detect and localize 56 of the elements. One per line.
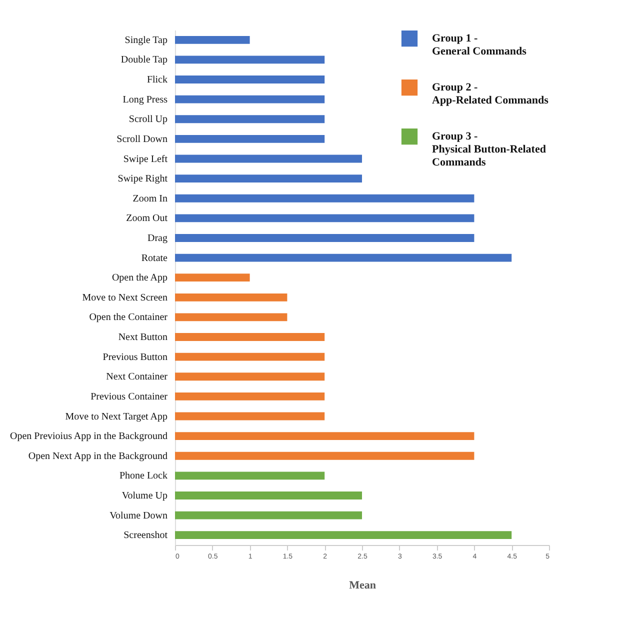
bar [175, 56, 325, 64]
y-tick-label: Open the Container [89, 312, 168, 324]
bar [175, 531, 512, 540]
bar [175, 313, 288, 322]
y-tick-label: Move to Next Screen [82, 292, 168, 304]
bar [175, 194, 474, 202]
y-tick-label: Phone Lock [119, 470, 168, 482]
bar [175, 234, 474, 242]
legend-label: Group 1 - General Commands [432, 32, 528, 58]
y-tick-label: Open Previoius App in the Background [10, 431, 168, 442]
bar [175, 492, 362, 500]
y-tick-label: Screenshot [124, 530, 168, 542]
bar [175, 412, 325, 420]
y-tick-label: Scroll Up [128, 114, 168, 126]
y-tick-label: Rotate [141, 252, 168, 264]
y-tick-label: Zoom Out [126, 213, 168, 224]
y-tick-label: Previous Button [102, 352, 168, 363]
x-axis-title: Mean [349, 580, 376, 592]
y-tick-label: Long Press [122, 94, 168, 106]
bar [175, 372, 325, 381]
bar [175, 333, 325, 341]
bar [175, 274, 250, 282]
bar [175, 392, 325, 400]
y-tick-label: Double Tap [120, 54, 168, 66]
y-tick-label: Flick [146, 74, 168, 86]
y-tick-label: Zoom In [132, 193, 168, 204]
y-tick-label: Volume Up [122, 490, 168, 502]
bar [175, 452, 474, 460]
y-tick-label: Volume Down [110, 510, 168, 522]
bar [175, 174, 362, 183]
bar [175, 293, 288, 302]
bar [175, 36, 250, 44]
y-tick-label: Swipe Left [123, 154, 168, 165]
y-tick-label: Next Button [118, 332, 168, 344]
bar [175, 352, 325, 361]
legend-label: Group 2 - App-Related Commands [432, 82, 550, 106]
bar [175, 511, 362, 520]
y-tick-label: Previous Container [90, 391, 168, 402]
y-tick-label: Swipe Right [118, 174, 168, 185]
y-tick-label: Open the App [112, 272, 168, 284]
y-tick-label: Drag [148, 232, 168, 244]
y-tick-label: Open Next App in the Background [28, 450, 168, 462]
y-tick-label: Move to Next Target App [65, 411, 168, 422]
y-tick-label: Single Tap [124, 34, 168, 46]
bar [175, 76, 325, 84]
bar [175, 214, 474, 222]
bar [175, 472, 325, 480]
legend-label: Group 3 - Physical Button-Related Commands [432, 130, 546, 168]
bar [175, 254, 512, 262]
bar [175, 95, 325, 104]
bar [175, 432, 474, 440]
y-tick-label: Scroll Down [116, 134, 168, 145]
bar [175, 134, 325, 143]
y-tick-label: Next Container [106, 372, 168, 383]
bar [175, 154, 362, 163]
bar [175, 115, 325, 124]
